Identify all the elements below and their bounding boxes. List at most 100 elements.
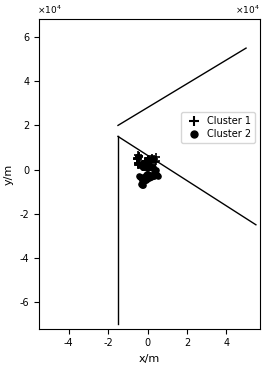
Point (143, 158, 147, 164)
Point (147, 157, 151, 163)
Point (136, 161, 140, 167)
Point (141, 164, 145, 170)
Point (142, 164, 146, 170)
Point (141, 164, 145, 170)
Point (142, 163, 146, 169)
Point (136, 153, 141, 159)
Point (148, 163, 153, 169)
Point (147, 175, 151, 181)
Point (149, 164, 154, 170)
Point (136, 156, 140, 162)
Point (144, 173, 149, 179)
Point (151, 157, 155, 163)
Point (137, 162, 142, 167)
Point (147, 163, 151, 169)
Point (145, 173, 149, 179)
Point (149, 174, 154, 180)
Point (147, 173, 151, 179)
Point (152, 156, 157, 162)
Point (143, 177, 148, 183)
Point (153, 159, 158, 165)
Point (136, 152, 141, 158)
Point (153, 171, 157, 177)
Point (148, 158, 152, 164)
Point (143, 159, 148, 165)
Point (135, 155, 139, 161)
Point (142, 163, 146, 169)
Point (142, 164, 146, 170)
Point (149, 159, 153, 165)
Point (138, 161, 142, 167)
Point (142, 174, 146, 180)
Point (144, 159, 149, 165)
Point (145, 156, 150, 162)
Point (143, 177, 147, 183)
Point (143, 160, 147, 166)
Point (142, 162, 147, 168)
Point (154, 171, 158, 177)
Point (141, 164, 145, 170)
Point (142, 175, 147, 181)
Point (146, 164, 150, 170)
Legend: Cluster 1, Cluster 2: Cluster 1, Cluster 2 (181, 112, 255, 143)
Point (147, 173, 151, 179)
Point (147, 173, 151, 179)
Point (144, 159, 148, 165)
Point (144, 172, 149, 178)
Point (137, 161, 142, 167)
Point (136, 155, 140, 161)
Point (144, 158, 148, 163)
Point (148, 158, 152, 164)
Point (141, 176, 145, 181)
Point (146, 163, 150, 169)
Point (144, 172, 148, 178)
Point (148, 159, 153, 164)
Point (145, 164, 149, 170)
Point (144, 160, 148, 166)
Point (151, 173, 155, 179)
Point (149, 159, 153, 164)
Point (150, 156, 154, 162)
Point (146, 172, 150, 178)
Point (146, 163, 150, 169)
Point (142, 163, 146, 169)
Point (146, 163, 150, 169)
Point (146, 157, 150, 163)
Point (151, 164, 155, 170)
Point (145, 160, 149, 166)
Point (147, 174, 152, 180)
Point (144, 158, 148, 164)
Point (146, 174, 150, 180)
Point (150, 155, 154, 161)
Point (137, 154, 142, 160)
Point (151, 172, 155, 178)
Point (148, 174, 153, 180)
Point (145, 171, 149, 177)
Point (138, 174, 142, 180)
Point (139, 174, 144, 180)
Point (135, 156, 140, 162)
Point (137, 162, 141, 168)
Point (143, 159, 148, 165)
Point (143, 159, 147, 165)
Point (147, 172, 152, 178)
Point (141, 164, 145, 170)
Point (139, 174, 143, 180)
Point (146, 164, 150, 170)
Point (145, 164, 150, 170)
Point (136, 160, 141, 166)
Point (156, 173, 160, 178)
Point (142, 175, 146, 181)
Point (142, 163, 146, 169)
Point (137, 153, 141, 159)
Point (147, 157, 151, 163)
Point (143, 172, 148, 178)
Point (140, 176, 145, 182)
Point (146, 172, 150, 178)
Point (148, 159, 152, 164)
Point (147, 156, 151, 162)
Point (140, 176, 145, 181)
Point (144, 159, 148, 164)
Point (145, 164, 149, 170)
Point (145, 173, 149, 179)
